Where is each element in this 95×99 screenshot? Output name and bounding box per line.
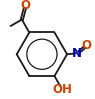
- Text: N: N: [72, 47, 82, 60]
- Text: O: O: [20, 0, 30, 12]
- Text: OH: OH: [52, 83, 72, 96]
- Text: O: O: [82, 39, 92, 51]
